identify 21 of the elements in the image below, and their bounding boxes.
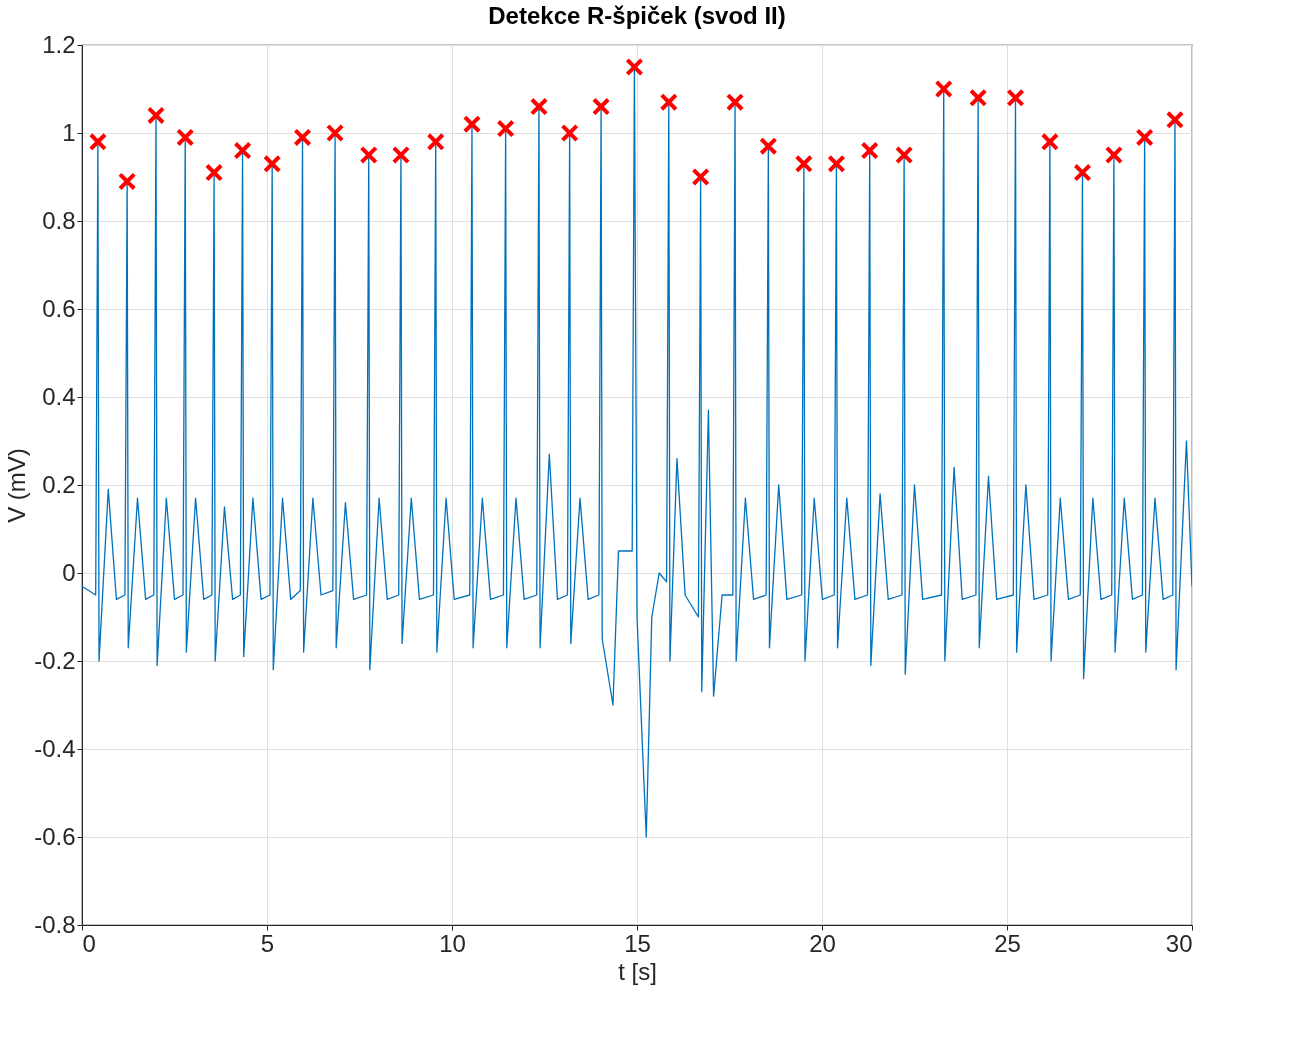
y-tick-label: 0 <box>62 558 76 586</box>
y-tick-label: -0.2 <box>34 646 76 674</box>
x-tick-label: 5 <box>260 929 275 957</box>
x-tick-label: 25 <box>994 929 1021 957</box>
x-tick-label: 10 <box>439 929 466 957</box>
y-tick-label: 1 <box>62 118 76 146</box>
y-tick-label: 0.8 <box>42 206 76 234</box>
y-tick-label: 0.6 <box>42 294 76 322</box>
y-axis-title: V (mV) <box>3 448 31 523</box>
x-tick-label: 20 <box>809 929 836 957</box>
chart-title: Detekce R-špiček (svod II) <box>488 2 786 29</box>
y-tick-label: -0.6 <box>34 822 76 850</box>
y-tick-label: -0.4 <box>34 734 76 762</box>
x-tick-label: 30 <box>1165 929 1193 957</box>
x-tick-label: 0 <box>82 929 96 957</box>
y-tick-label: 0.4 <box>42 382 76 410</box>
x-axis-title: t [s] <box>618 957 657 985</box>
x-tick-label: 15 <box>624 929 651 957</box>
y-tick-label: 0.2 <box>42 470 76 498</box>
y-tick-label: -0.8 <box>34 910 76 938</box>
y-tick-label: 1.2 <box>42 30 76 58</box>
